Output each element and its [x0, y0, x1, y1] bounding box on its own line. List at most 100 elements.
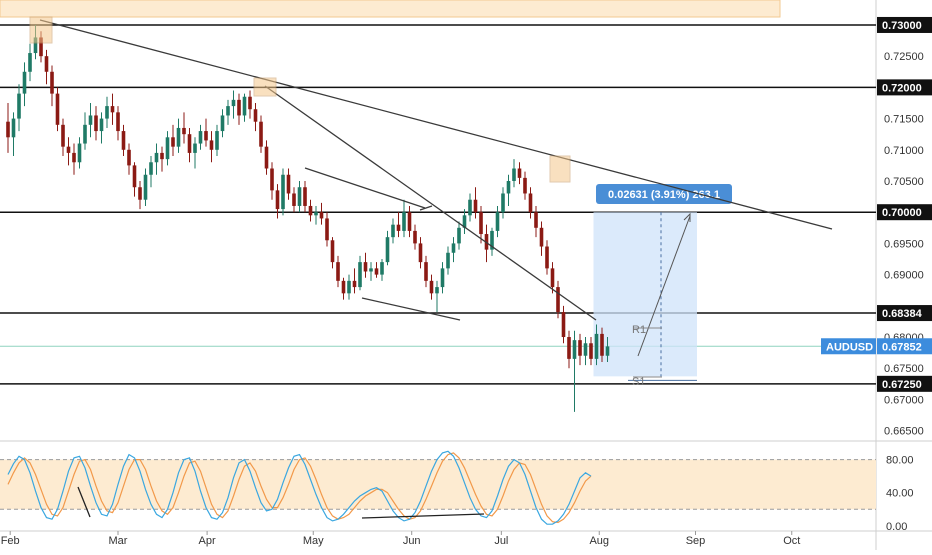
candle-body: [374, 268, 379, 275]
candle-body: [319, 212, 324, 219]
candle-body: [187, 134, 192, 153]
candle-body: [594, 333, 599, 359]
candle-body: [429, 280, 434, 294]
candle-body: [28, 53, 32, 72]
drawing-layer: R1 S1: [29, 16, 833, 388]
candle-body: [39, 37, 43, 57]
candle-body: [44, 56, 49, 72]
candle-body: [578, 340, 582, 356]
level-label: 0.72000: [882, 82, 922, 94]
supply-zone: [0, 0, 781, 18]
candle-body: [50, 71, 54, 94]
level-label: 0.67250: [882, 379, 922, 391]
candle-body: [116, 112, 120, 132]
candle-body: [209, 140, 214, 150]
touch-point-box: [29, 16, 53, 44]
candle-body: [385, 237, 390, 263]
wedge-lower-line: [361, 297, 461, 321]
candle-body: [550, 268, 555, 288]
time-tick-label: Jul: [494, 535, 508, 547]
candle-body: [457, 227, 461, 244]
candle-body: [11, 118, 16, 138]
candle-body: [149, 162, 153, 175]
stochastic-d-line: [7, 452, 592, 524]
candle-body: [94, 115, 98, 132]
candle-body: [545, 246, 549, 269]
candle-body: [380, 262, 384, 275]
price-tick-label: 0.66500: [884, 426, 924, 438]
time-tick-label: May: [303, 535, 324, 547]
candle-body: [336, 262, 340, 281]
candle-body: [143, 174, 148, 200]
time-tick-label: Mar: [109, 535, 128, 547]
candle-body: [138, 187, 142, 200]
candle-body: [154, 152, 159, 163]
oscillator-tick-label: 0.00: [886, 521, 907, 533]
candle-body: [501, 193, 505, 213]
candle-body: [347, 280, 351, 294]
time-tick-label: Jun: [403, 535, 421, 547]
candle-body: [204, 131, 208, 141]
candle-body: [451, 243, 456, 253]
candle-body: [259, 121, 263, 147]
last-price-label: 0.67852: [882, 341, 922, 353]
candle-body: [512, 168, 516, 181]
candle-body: [314, 212, 318, 216]
candle-body: [275, 190, 280, 210]
candle-body: [440, 268, 445, 288]
candle-body: [490, 230, 494, 250]
candle-body: [600, 333, 604, 356]
candle-body: [407, 212, 412, 231]
price-tick-label: 0.67500: [884, 363, 924, 375]
candle-body: [55, 93, 60, 125]
candle-body: [517, 168, 522, 178]
secondary-downtrend-line: [264, 85, 597, 321]
candle-body: [391, 224, 395, 238]
candle-body: [292, 193, 296, 206]
candle-body: [61, 124, 65, 147]
candle-body: [523, 177, 527, 194]
candle-body: [479, 212, 483, 235]
level-label-box: [877, 305, 932, 322]
level-label-box: [877, 375, 932, 392]
time-tick-label: Apr: [199, 535, 216, 547]
candle-body: [270, 168, 274, 191]
candle-body: [99, 118, 104, 132]
touch-point-box: [549, 155, 571, 183]
candle-body: [572, 340, 577, 359]
candle-body: [165, 137, 170, 160]
candle-body: [72, 152, 76, 163]
candle-body: [182, 127, 186, 135]
candle-body: [66, 146, 71, 153]
candle-body: [171, 137, 175, 147]
candle-body: [22, 71, 27, 94]
candle-body: [589, 343, 593, 359]
candle-body: [176, 127, 181, 147]
candle-body: [33, 37, 38, 54]
candle-body: [286, 174, 291, 194]
candle-body: [226, 106, 230, 116]
candle-body: [561, 312, 566, 338]
oscillator-tick-label: 80.00: [886, 455, 914, 467]
time-tick-label: Oct: [783, 535, 800, 547]
price-tick-label: 0.71000: [884, 145, 924, 157]
time-tick-label: Aug: [589, 535, 609, 547]
candle-body: [242, 96, 247, 116]
level-label: 0.73000: [882, 20, 922, 32]
candle-body: [248, 96, 252, 110]
time-tick-label: Sep: [686, 535, 706, 547]
price-tick-label: 0.67000: [884, 394, 924, 406]
candle-body: [231, 99, 236, 107]
candle-body: [264, 146, 269, 169]
price-tick-label: 0.69500: [884, 238, 924, 250]
oscillator-divergence-line-2: [361, 513, 485, 519]
candle-body: [83, 124, 87, 144]
pivot-label-r1: R1: [632, 324, 646, 336]
wedge-tip-line: [419, 205, 433, 211]
candle-body: [396, 224, 401, 231]
main-downtrend-line: [39, 19, 833, 230]
candle-body: [473, 199, 478, 213]
candle-body: [77, 143, 82, 163]
level-label-box: [877, 79, 932, 96]
